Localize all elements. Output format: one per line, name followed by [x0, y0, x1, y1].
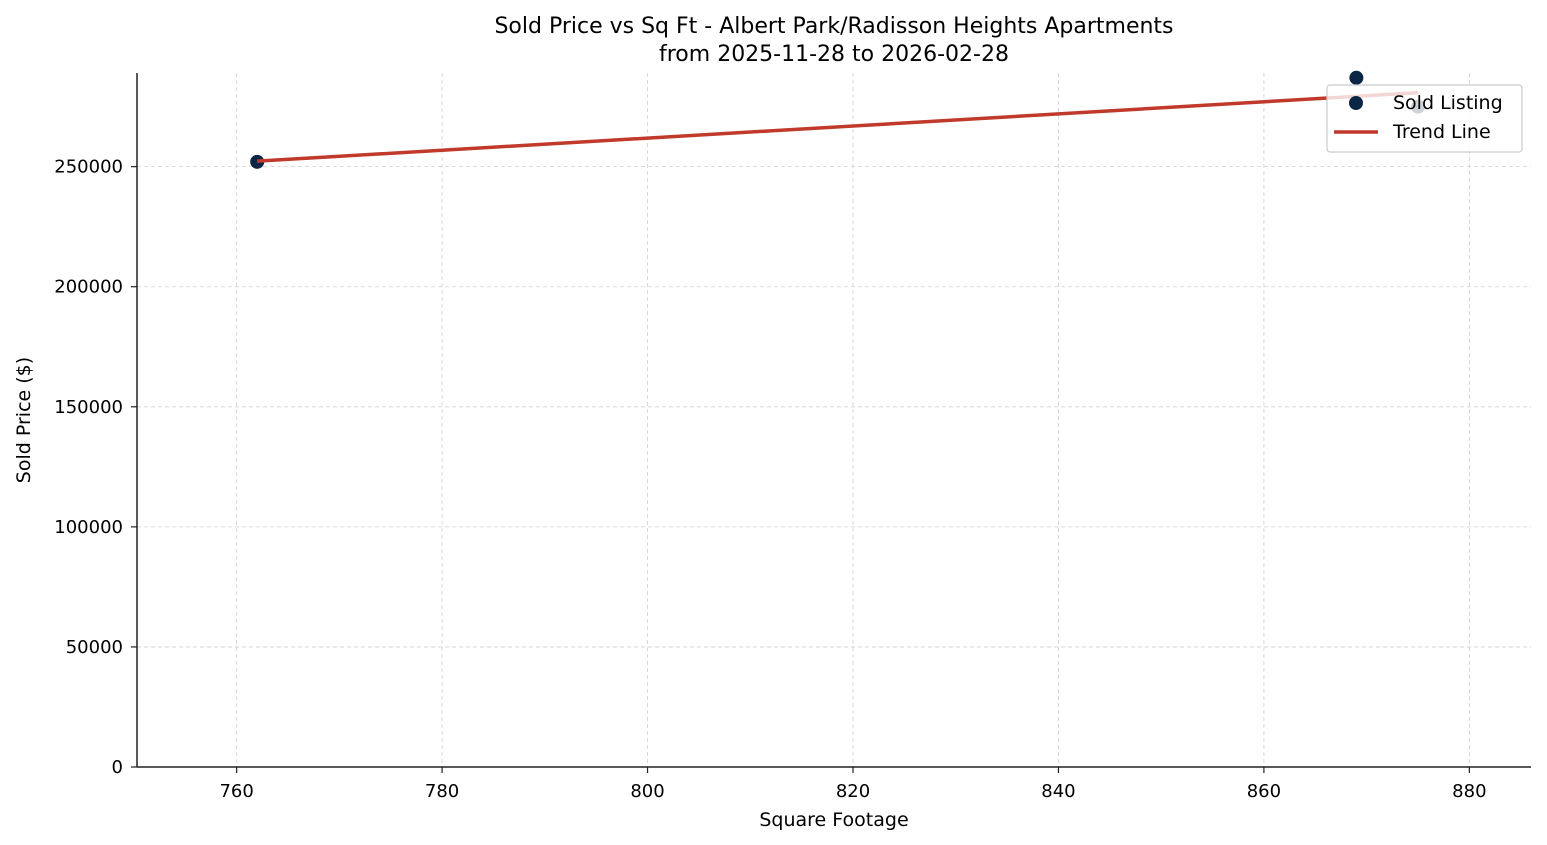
trend-line — [257, 90, 1419, 163]
y-tick-label: 200000 — [54, 277, 123, 298]
chart-title: Sold Price vs Sq Ft - Albert Park/Radiss… — [494, 14, 1173, 39]
chart-subtitle: from 2025-11-28 to 2026-02-28 — [659, 42, 1009, 67]
plot-series — [250, 70, 1426, 169]
y-tick-label: 50000 — [66, 637, 123, 658]
x-tick-label: 860 — [1247, 781, 1281, 802]
x-tick-label: 800 — [630, 781, 664, 802]
x-tick-label: 780 — [425, 781, 459, 802]
legend-marker-sold-listing — [1349, 96, 1363, 110]
legend: Sold Listing Trend Line — [1326, 84, 1523, 153]
gridlines — [137, 73, 1531, 767]
y-tick-label: 0 — [112, 757, 123, 778]
y-axis-ticks: 0 50000 100000 150000 200000 250000 — [54, 157, 137, 778]
y-tick-label: 150000 — [54, 397, 123, 418]
x-tick-label: 840 — [1041, 781, 1075, 802]
x-tick-label: 760 — [219, 781, 253, 802]
x-axis-ticks: 760 780 800 820 840 860 880 — [219, 767, 1487, 802]
y-tick-label: 100000 — [54, 517, 123, 538]
legend-label-trend-line: Trend Line — [1392, 121, 1491, 143]
data-point — [1349, 70, 1364, 85]
y-tick-label: 250000 — [54, 157, 123, 178]
legend-label-sold-listing: Sold Listing — [1393, 92, 1503, 114]
x-tick-label: 880 — [1452, 781, 1486, 802]
data-point — [250, 154, 265, 169]
x-axis-label: Square Footage — [759, 809, 908, 831]
y-axis-label: Sold Price ($) — [13, 357, 35, 483]
axes — [136, 73, 1531, 768]
x-tick-label: 820 — [836, 781, 870, 802]
